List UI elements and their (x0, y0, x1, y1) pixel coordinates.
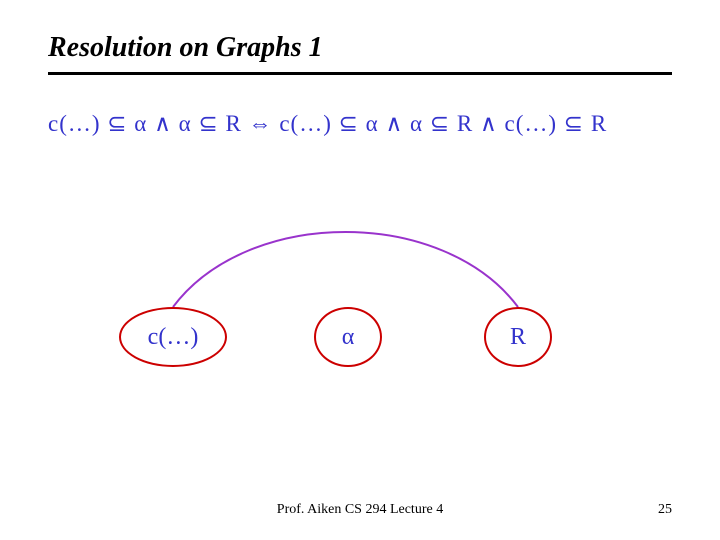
node-c: c(…) (119, 307, 227, 367)
slide-title: Resolution on Graphs 1 (48, 32, 672, 64)
slide: Resolution on Graphs 1 c(…) ⊆ α ∧ α ⊆ R … (0, 0, 720, 540)
title-rule (48, 72, 672, 75)
diagram-area: c(…) α R (48, 197, 672, 417)
arc-svg (48, 197, 672, 417)
arc-path (173, 232, 518, 307)
formula-line: c(…) ⊆ α ∧ α ⊆ R ⇔ c(…) ⊆ α ∧ α ⊆ R ∧ c(… (48, 111, 672, 137)
page-number: 25 (658, 502, 672, 518)
node-alpha: α (314, 307, 382, 367)
node-r: R (484, 307, 552, 367)
footer-text: Prof. Aiken CS 294 Lecture 4 (0, 502, 720, 518)
